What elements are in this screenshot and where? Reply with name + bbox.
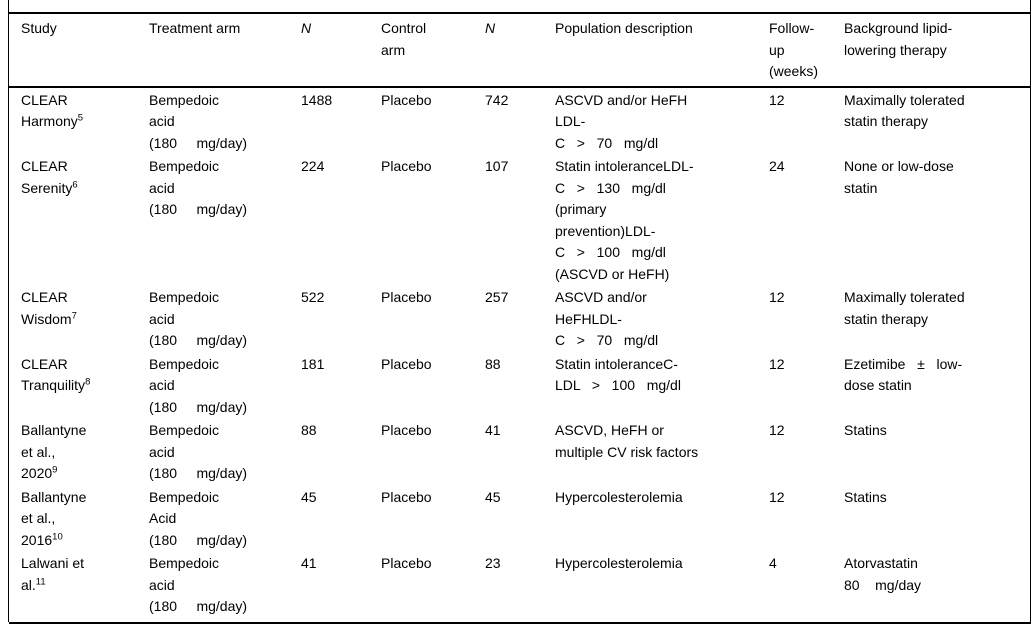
cell-treatment-arm: Bempedoic Acid (180 mg/day) [149,488,248,548]
cell-n-treatment: 181 [301,355,325,372]
cell-treatment-arm: Bempedoic acid (180 mg/day) [149,289,248,348]
cell-population-description: Hypercolesterolemia [555,488,683,505]
cell-background-therapy: Statins [844,422,887,438]
study-name: CLEAR Tranquility [21,355,86,394]
cell-treatment-arm: Bempedoic acid (180 mg/day) [149,91,248,151]
cell-n-control: 107 [485,158,509,174]
cell-n-control: 742 [485,91,509,108]
cell-study: Lalwani et al.11 [9,551,137,623]
column-header-follow-up: Follow- up (weeks) [757,13,832,88]
reference-superscript: 11 [35,575,46,587]
study-name: CLEAR Harmony [21,91,78,130]
cell-control-arm: Placebo [381,158,432,174]
cell-control-arm: Placebo [381,488,432,505]
cell-study: Ballantyne et al., 201610 [9,485,137,552]
cell-treatment-arm: Bempedoic acid (180 mg/day) [149,422,248,481]
cell-n-treatment: 45 [301,488,317,505]
cell-treatment-arm: Bempedoic acid (180 mg/day) [149,355,248,415]
cell-population-description: Hypercolesterolemia [555,555,683,571]
column-header-control-arm: Control arm [369,13,473,88]
cell-population-description: Statin intoleranceLDL- C > 130 mg/dl (pr… [555,158,694,282]
cell-background-therapy: Ezetimibe ± low- dose statin [844,355,963,394]
cell-n-control: 45 [485,488,501,505]
cell-control-arm: Placebo [381,289,432,305]
table-row: CLEAR Serenity6 Bempedoic acid (180 mg/da… [9,154,1031,285]
cell-population-description: ASCVD and/or HeFHLDL- C > 70 mg/dl [555,289,659,348]
cell-control-arm: Placebo [381,355,432,372]
cell-study: CLEAR Serenity6 [9,154,137,285]
study-name: CLEAR Wisdom [21,289,72,327]
column-header-n-control: N [473,13,543,88]
study-name: Ballantyne et al., 2016 [21,488,87,548]
study-name: Ballantyne et al., 2020 [21,422,87,481]
cell-n-treatment: 224 [301,158,325,174]
cell-treatment-arm: Bempedoic acid (180 mg/day) [149,158,248,217]
cell-population-description: ASCVD, HeFH or multiple CV risk factors [555,422,699,460]
page-frame: Study Treatment arm N Control arm N Populatio… [8,0,1031,624]
cell-n-control: 41 [485,422,501,438]
reference-superscript: 6 [72,178,78,190]
cell-follow-up-weeks: 24 [769,158,785,174]
cell-study: CLEAR Harmony5 [9,87,137,155]
cell-control-arm: Placebo [381,91,432,108]
cell-n-treatment: 88 [301,422,317,438]
study-name: Lalwani et al. [21,555,85,593]
column-header-background: Background lipid- lowering therapy [832,13,1031,88]
cell-n-treatment: 1488 [301,91,333,108]
cell-background-therapy: Maximally tolerated statin therapy [844,91,965,130]
cell-background-therapy: None or low-dose statin [844,158,954,196]
cell-study: CLEAR Tranquility8 [9,352,137,419]
cell-n-control: 23 [485,555,501,571]
cell-control-arm: Placebo [381,422,432,438]
table-row: Ballantyne et al., 20209 Bempedoic acid (… [9,418,1031,485]
cell-population-description: Statin intoleranceC- LDL > 100 mg/dl [555,355,681,394]
column-header-n-treatment: N [289,13,369,88]
reference-superscript: 9 [52,464,58,476]
bempedoic-acid-trials-table: Study Treatment arm N Control arm N Populatio… [9,12,1031,624]
table-row: CLEAR Harmony5 Bempedoic acid (180 mg/day… [9,87,1031,155]
cell-treatment-arm: Bempedoic acid (180 mg/day) [149,555,248,614]
table-row: CLEAR Wisdom7 Bempedoic acid (180 mg/day)… [9,285,1031,352]
cell-follow-up-weeks: 12 [769,91,785,108]
cell-background-therapy: Atorvastatin 80 mg/day [844,555,922,593]
cell-follow-up-weeks: 12 [769,488,785,505]
cell-n-treatment: 41 [301,555,317,571]
column-header-treatment-arm: Treatment arm [137,13,289,88]
cell-follow-up-weeks: 4 [769,555,777,571]
reference-superscript: 5 [77,112,84,124]
cell-n-treatment: 522 [301,289,325,305]
cell-background-therapy: Statins [844,488,887,505]
cell-follow-up-weeks: 12 [769,355,785,372]
cell-study: Ballantyne et al., 20209 [9,418,137,485]
column-header-population: Population description [543,13,757,88]
column-header-study: Study [9,13,137,88]
cell-study: CLEAR Wisdom7 [9,285,137,352]
reference-superscript: 8 [85,376,91,388]
table-body: CLEAR Harmony5 Bempedoic acid (180 mg/day… [9,87,1031,623]
cell-control-arm: Placebo [381,555,432,571]
cell-population-description: ASCVD and/or HeFH LDL- C > 70 mg/dl [555,91,688,151]
table-row: Lalwani et al.11 Bempedoic acid (180 mg/d… [9,551,1031,623]
cell-follow-up-weeks: 12 [769,422,785,438]
table-row: CLEAR Tranquility8 Bempedoic acid (180 mg… [9,352,1031,419]
reference-superscript: 7 [71,309,77,321]
cell-follow-up-weeks: 12 [769,289,785,305]
header-row: Study Treatment arm N Control arm N Populatio… [9,13,1031,88]
study-name: CLEAR Serenity [21,158,73,196]
cell-n-control: 257 [485,289,509,305]
table-row: Ballantyne et al., 201610 Bempedoic Acid … [9,485,1031,552]
reference-superscript: 10 [52,530,63,542]
cell-n-control: 88 [485,355,501,372]
table-header: Study Treatment arm N Control arm N Populatio… [9,13,1031,88]
cell-background-therapy: Maximally tolerated statin therapy [844,289,965,327]
